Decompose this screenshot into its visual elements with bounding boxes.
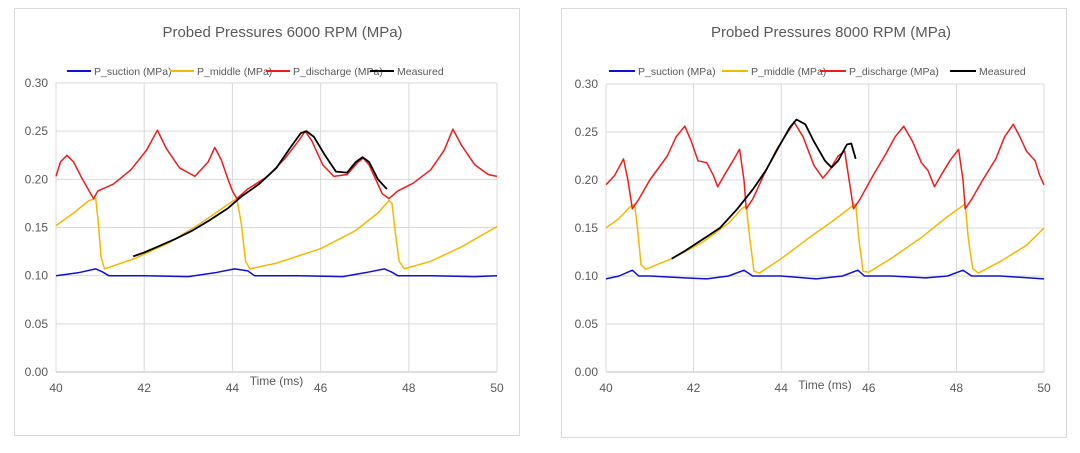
series-line-1 [55,268,498,278]
y-tick-label: 0.00 [25,365,49,379]
y-tick-label: 0.00 [575,365,599,379]
chart-6000rpm: Probed Pressures 6000 RPM (MPa) 0.00 0.05 0… [25,24,504,395]
legend-label-1: P_suction (MPa) [638,66,716,78]
y-tick-label: 0.15 [25,221,49,235]
y-tick-label: 0.05 [575,317,599,331]
chart-title: Probed Pressures 8000 RPM (MPa) [711,24,951,41]
x-tick-label: 44 [226,381,240,395]
chart-panel-6000rpm: Probed Pressures 6000 RPM (MPa) 0.00 0.05 0… [14,8,520,436]
y-tick-label: 0.30 [575,77,599,91]
series-line-2 [605,203,1045,274]
x-tick-label: 42 [138,381,152,395]
y-tick-label: 0.25 [575,125,599,139]
x-tick-label: 40 [599,381,613,395]
x-tick-label: 44 [775,381,789,395]
series-line-1 [605,269,1045,280]
series-line-3 [55,128,498,200]
series-line-3 [605,121,1045,210]
legend-label-4: Measured [979,66,1026,78]
chart-panel-8000rpm: Probed Pressures 8000 RPM (MPa) 0.00 0.05 0… [561,8,1067,438]
x-tick-label: 40 [49,381,63,395]
x-tick-label: 48 [950,381,964,395]
y-tick-label: 0.20 [25,172,49,186]
x-axis-label: Time (ms) [798,378,852,392]
x-tick-label: 50 [490,381,504,395]
x-tick-label: 50 [1037,381,1051,395]
chart-title: Probed Pressures 6000 RPM (MPa) [162,24,402,41]
legend-label-3: P_discharge (MPa) [849,66,939,78]
y-tick-label: 0.30 [25,76,49,90]
legend-label-2: P_middle (MPa) [197,66,272,78]
x-tick-label: 46 [862,381,876,395]
y-tick-label: 0.20 [575,173,599,187]
legend-label-1: P_suction (MPa) [94,66,172,78]
x-tick-label: 46 [314,381,328,395]
y-tick-label: 0.25 [25,124,49,138]
series-line-4 [132,130,388,258]
y-tick-label: 0.05 [25,317,49,331]
y-tick-label: 0.15 [575,221,599,235]
x-tick-label: 48 [402,381,416,395]
x-axis-label: Time (ms) [250,374,304,388]
y-tick-label: 0.10 [25,269,49,283]
legend-label-4: Measured [397,66,444,78]
legend-label-3: P_discharge (MPa) [293,66,383,78]
series-line-4 [671,118,857,260]
y-tick-label: 0.10 [575,269,599,283]
series-line-2 [55,197,498,270]
legend-label-2: P_middle (MPa) [751,66,826,78]
chart-8000rpm: Probed Pressures 8000 RPM (MPa) 0.00 0.05 0… [575,24,1051,395]
x-tick-label: 42 [687,381,701,395]
